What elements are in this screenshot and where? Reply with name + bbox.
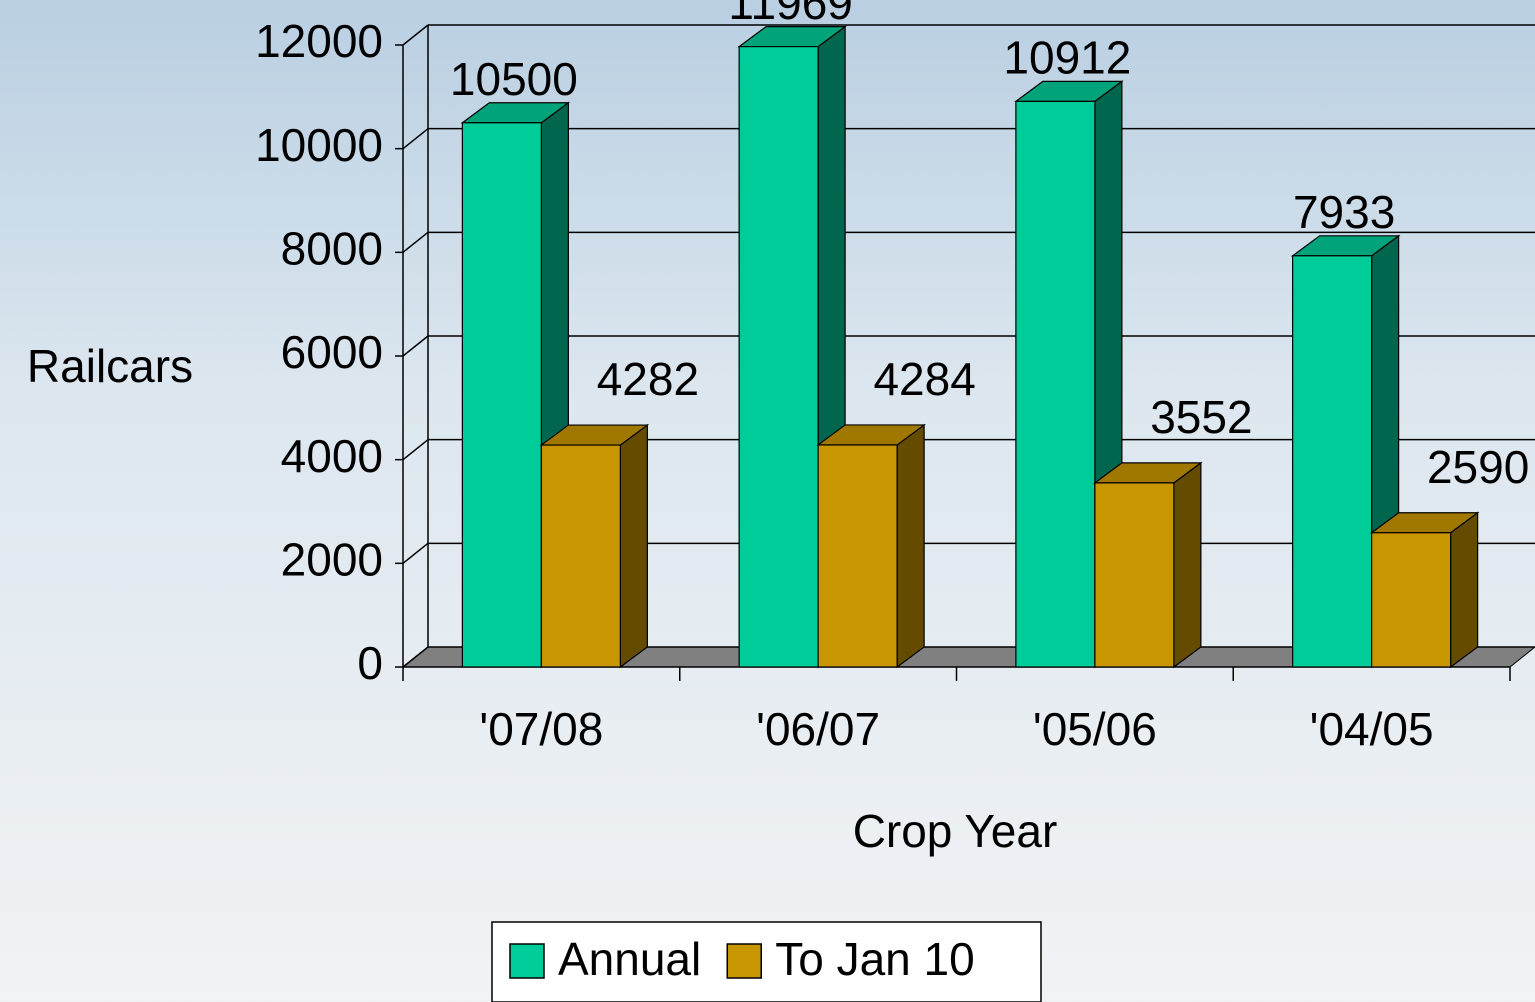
legend-box <box>491 921 1042 1002</box>
y-tick-label: 4000 <box>281 430 383 482</box>
grid-diagonal <box>402 128 429 150</box>
legend-label: Annual <box>558 933 701 985</box>
x-tick-label: '07/08 <box>479 703 603 755</box>
bar <box>817 444 898 668</box>
x-tick-label: '05/06 <box>1033 703 1157 755</box>
data-label: 3552 <box>1150 391 1252 443</box>
x-tick-label: '04/05 <box>1310 703 1434 755</box>
legend-swatch <box>509 943 545 979</box>
data-label: 4282 <box>597 353 699 405</box>
legend-label: To Jan 10 <box>775 933 974 985</box>
y-tick-label: 0 <box>357 637 383 689</box>
grid-diagonal <box>402 439 429 461</box>
grid-diagonal <box>402 542 429 564</box>
bar <box>1371 532 1452 668</box>
y-tick-label: 12000 <box>255 15 383 67</box>
bar <box>1094 482 1175 668</box>
grid-diagonal <box>402 231 429 253</box>
grid-diagonal <box>402 335 429 357</box>
y-tick-label: 6000 <box>281 326 383 378</box>
bar-side <box>1450 511 1479 669</box>
x-axis-label: Crop Year <box>853 805 1058 857</box>
bar-side <box>896 423 925 669</box>
bar-side <box>1173 461 1202 669</box>
legend-swatch <box>726 943 762 979</box>
x-tick-label: '06/07 <box>756 703 880 755</box>
grid-diagonal <box>402 646 429 668</box>
y-tick-label: 8000 <box>281 222 383 274</box>
data-label: 2590 <box>1427 441 1529 493</box>
data-label: 4284 <box>873 353 975 405</box>
data-label: 10500 <box>450 53 578 105</box>
y-axis-label: Railcars <box>27 340 193 392</box>
y-tick-label: 2000 <box>281 533 383 585</box>
bar <box>1292 255 1373 668</box>
bar <box>1015 100 1096 668</box>
bar-side <box>619 423 648 669</box>
y-tick-label: 10000 <box>255 119 383 171</box>
bar <box>461 122 542 668</box>
data-label: 7933 <box>1293 186 1395 238</box>
data-label: 11969 <box>728 0 853 29</box>
bar <box>540 444 621 668</box>
grid-diagonal <box>402 24 429 46</box>
bar <box>738 46 819 668</box>
data-label: 10912 <box>1003 32 1131 84</box>
